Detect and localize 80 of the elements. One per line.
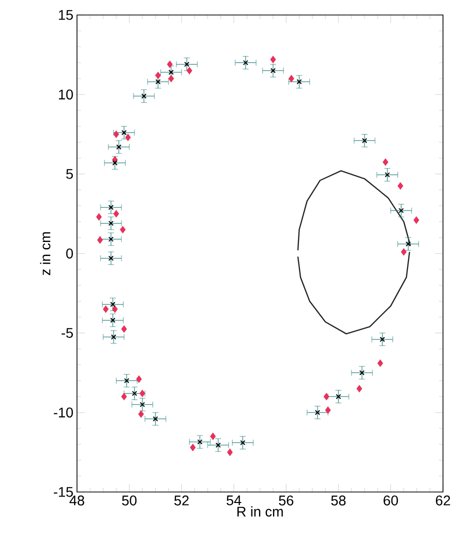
- point: [359, 370, 365, 376]
- x-tick-label: 60: [384, 496, 398, 506]
- point: [108, 236, 114, 242]
- point: [362, 138, 368, 144]
- point: [378, 360, 384, 367]
- point: [325, 406, 331, 414]
- point: [227, 448, 233, 456]
- point: [382, 158, 388, 166]
- point: [136, 376, 142, 383]
- point: [138, 410, 144, 418]
- point: [121, 393, 127, 400]
- point: [121, 130, 127, 136]
- point: [155, 72, 161, 79]
- point: [216, 442, 221, 448]
- y-tick-label: -5: [62, 328, 73, 338]
- point: [140, 390, 146, 397]
- point: [152, 416, 158, 422]
- point: [110, 318, 116, 323]
- point: [110, 334, 116, 340]
- point: [108, 204, 114, 210]
- point: [108, 256, 114, 261]
- point: [168, 75, 174, 82]
- point: [124, 378, 130, 384]
- point: [184, 62, 190, 67]
- point: [168, 70, 174, 75]
- x-tick-label: 50: [122, 496, 137, 506]
- point: [380, 336, 385, 342]
- point: [270, 56, 276, 64]
- point: [96, 213, 102, 220]
- point: [398, 182, 404, 190]
- y-axis-title: z in cm: [40, 232, 50, 276]
- point: [414, 216, 420, 224]
- line-series: [297, 170, 411, 251]
- y-tick-label: 0: [66, 248, 73, 258]
- point: [186, 67, 192, 74]
- point: [336, 394, 342, 400]
- point: [401, 248, 407, 256]
- point: [155, 79, 161, 84]
- point: [210, 432, 216, 440]
- x-tick-label: 52: [174, 496, 189, 506]
- y-tick-label: -15: [54, 487, 73, 497]
- point: [113, 210, 119, 218]
- point: [120, 226, 126, 234]
- point: [288, 75, 294, 82]
- point: [108, 220, 114, 226]
- y-tick-label: 15: [58, 10, 73, 20]
- point: [243, 60, 248, 66]
- point: [132, 390, 138, 396]
- point: [270, 68, 276, 74]
- y-tick-label: -10: [54, 408, 73, 418]
- x-axis-title: R in cm: [237, 506, 283, 517]
- line-series: [297, 251, 410, 334]
- point: [406, 241, 411, 247]
- y-tick-label: 10: [58, 90, 73, 100]
- point: [141, 93, 147, 99]
- point: [197, 439, 202, 445]
- point: [110, 302, 116, 307]
- x-tick-label: 62: [436, 496, 450, 506]
- point: [324, 393, 330, 400]
- point: [296, 79, 302, 84]
- point: [112, 160, 118, 166]
- x-tick-label: 48: [70, 496, 84, 506]
- point: [116, 144, 122, 150]
- point: [112, 156, 118, 164]
- x-tick-label: 56: [278, 496, 294, 506]
- point: [103, 306, 109, 313]
- point: [121, 326, 127, 333]
- x-tick-label: 58: [331, 496, 346, 506]
- y-tick-label: 5: [66, 169, 73, 179]
- point: [167, 60, 173, 68]
- point: [140, 402, 145, 408]
- point: [384, 172, 390, 178]
- point: [398, 208, 404, 214]
- point: [113, 130, 119, 138]
- point: [240, 440, 246, 446]
- point: [356, 385, 362, 392]
- point: [314, 410, 320, 416]
- point: [190, 444, 196, 451]
- x-tick-label: 54: [226, 496, 242, 506]
- point: [97, 236, 103, 244]
